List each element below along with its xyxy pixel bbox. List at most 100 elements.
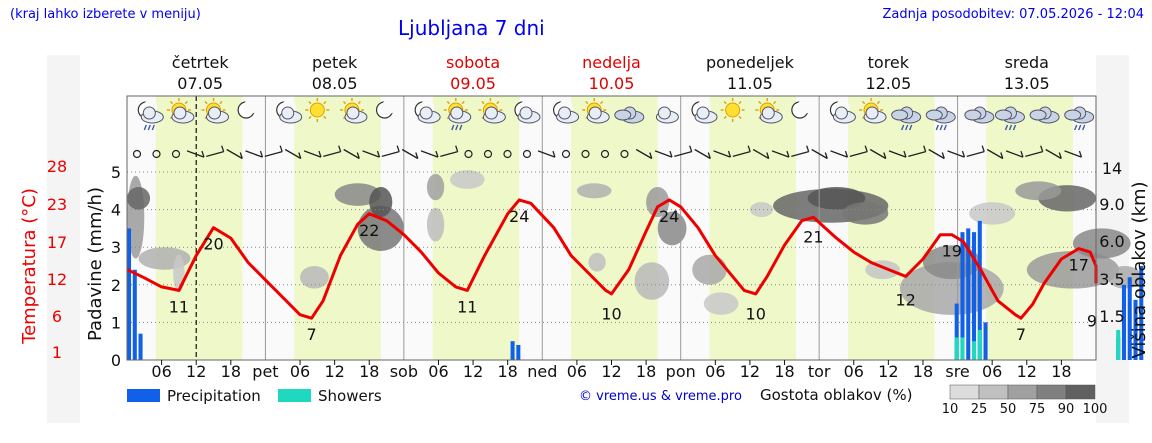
sun-ray bbox=[585, 101, 589, 105]
wind-arrow bbox=[771, 150, 790, 158]
left-margin-panel bbox=[47, 55, 80, 423]
rain-drop bbox=[1012, 124, 1017, 131]
wind-arrow bbox=[888, 150, 907, 158]
cloud-puff bbox=[208, 106, 222, 120]
precipitation-axis-title: Padavine (mm/h) bbox=[85, 187, 106, 341]
sun-cloud-icon bbox=[859, 98, 887, 124]
precipitation-bar bbox=[1127, 277, 1132, 360]
rain-drop bbox=[1078, 124, 1082, 131]
sun-cloud-icon bbox=[339, 98, 368, 124]
wind-arrow bbox=[1025, 151, 1043, 157]
temp-tick-label: 6 bbox=[52, 307, 62, 326]
cloud-density-blob bbox=[588, 252, 606, 272]
wind-barb bbox=[786, 150, 790, 158]
wind-calm bbox=[132, 149, 142, 159]
wind-calm bbox=[581, 149, 590, 159]
temperature-label: 17 bbox=[1069, 256, 1089, 275]
temp-tick-label: 17 bbox=[47, 233, 67, 252]
cloud-puff bbox=[419, 106, 433, 120]
day-name: četrtek bbox=[171, 53, 229, 72]
cloud-puff bbox=[484, 106, 498, 120]
sun-ray bbox=[219, 101, 223, 105]
day-axis-label: sre bbox=[945, 362, 969, 381]
hour-tick-label: 12 bbox=[601, 362, 621, 381]
precip-tick-label: 1 bbox=[111, 313, 121, 332]
cloud-density-swatch bbox=[978, 384, 1009, 400]
wind-arrow bbox=[343, 148, 360, 160]
wind-arrow bbox=[830, 150, 848, 158]
cloud-height-tick-label: 1.5 bbox=[1099, 307, 1124, 326]
cloud-density-blob bbox=[450, 170, 485, 189]
cloud-shape-back bbox=[1029, 109, 1047, 121]
day-name: petek bbox=[311, 53, 358, 72]
cloud-density-tick: 90 bbox=[1057, 402, 1075, 417]
cloud-puff bbox=[696, 106, 710, 120]
sun-ray bbox=[323, 101, 327, 105]
temperature-label: 21 bbox=[803, 228, 823, 247]
wind-arrow bbox=[986, 148, 1004, 160]
cloud-shape-back bbox=[925, 109, 943, 121]
precipitation-bar bbox=[1139, 266, 1144, 360]
wind-barb bbox=[727, 150, 732, 158]
cloud-density-swatch bbox=[1007, 384, 1038, 400]
precip-tick-label: 0 bbox=[111, 351, 121, 370]
wind-barb bbox=[279, 145, 283, 152]
wind-barb bbox=[1078, 150, 1083, 158]
rain-drop bbox=[905, 124, 909, 131]
hour-tick-label: 18 bbox=[497, 362, 517, 381]
cloud-height-tick-label: 9.0 bbox=[1099, 195, 1124, 214]
temperature-label: 11 bbox=[169, 297, 189, 316]
shower-bar bbox=[954, 337, 959, 360]
sun-cloud-rain-icon bbox=[443, 98, 472, 131]
cloud-puff bbox=[142, 106, 156, 120]
precipitation-bar bbox=[138, 333, 143, 360]
precip-tick-label: 3 bbox=[111, 238, 121, 257]
hour-tick-label: 06 bbox=[982, 362, 1002, 381]
cloud-shape-back bbox=[614, 109, 632, 121]
hour-tick-label: 12 bbox=[740, 362, 760, 381]
daylight-band bbox=[986, 96, 1073, 360]
copyright-link[interactable]: © vreme.us & vreme.pro bbox=[579, 389, 742, 404]
location-menu-note[interactable]: (kraj lahko izberete v meniju) bbox=[10, 7, 201, 22]
wind-barb bbox=[552, 150, 556, 158]
precipitation-bar bbox=[971, 232, 977, 360]
hour-tick-label: 18 bbox=[913, 362, 933, 381]
daylight-bands bbox=[155, 96, 1073, 360]
wind-arrow bbox=[654, 150, 673, 158]
wind-barb bbox=[221, 145, 225, 152]
precipitation-bars bbox=[127, 220, 1144, 360]
wind-barb bbox=[707, 152, 711, 159]
wind-barb bbox=[318, 150, 322, 158]
day-date: 12.05 bbox=[865, 74, 912, 93]
temperature-label: 12 bbox=[895, 290, 915, 309]
cloud-puff bbox=[834, 106, 848, 120]
precip-tick-label: 4 bbox=[111, 201, 121, 220]
wind-arrow bbox=[206, 151, 224, 157]
last-update: Zadnja posodobitev: 07.05.2026 - 12:04 bbox=[882, 7, 1144, 22]
cloud-density-blob bbox=[807, 187, 866, 210]
hour-tick-label: 06 bbox=[567, 362, 587, 381]
wind-arrow bbox=[635, 148, 653, 160]
cloud-density-blob bbox=[426, 207, 445, 242]
precipitation-bar bbox=[1133, 299, 1138, 360]
wind-barb bbox=[903, 150, 907, 158]
wind-arrow bbox=[1064, 150, 1082, 158]
wind-arrow bbox=[264, 151, 283, 157]
day-date: 10.05 bbox=[588, 74, 635, 93]
moon-cloud-rain-icon bbox=[137, 100, 164, 131]
cloud-density-blob bbox=[300, 266, 329, 289]
wind-arrow bbox=[811, 148, 828, 160]
temperature-label: 10 bbox=[601, 304, 621, 323]
cloud-density-blob bbox=[657, 211, 687, 246]
day-date: 09.05 bbox=[450, 74, 496, 93]
wind-arrow bbox=[362, 150, 380, 158]
wind-barb bbox=[1040, 145, 1044, 152]
legend-precipitation-label: Precipitation bbox=[167, 387, 261, 405]
temperature-line bbox=[126, 198, 1098, 320]
rain-drop bbox=[147, 124, 151, 131]
cloud-puff bbox=[588, 106, 602, 120]
wind-arrow bbox=[1045, 148, 1062, 160]
wind-arrow bbox=[694, 148, 711, 160]
cloud-density-blob bbox=[576, 183, 612, 199]
